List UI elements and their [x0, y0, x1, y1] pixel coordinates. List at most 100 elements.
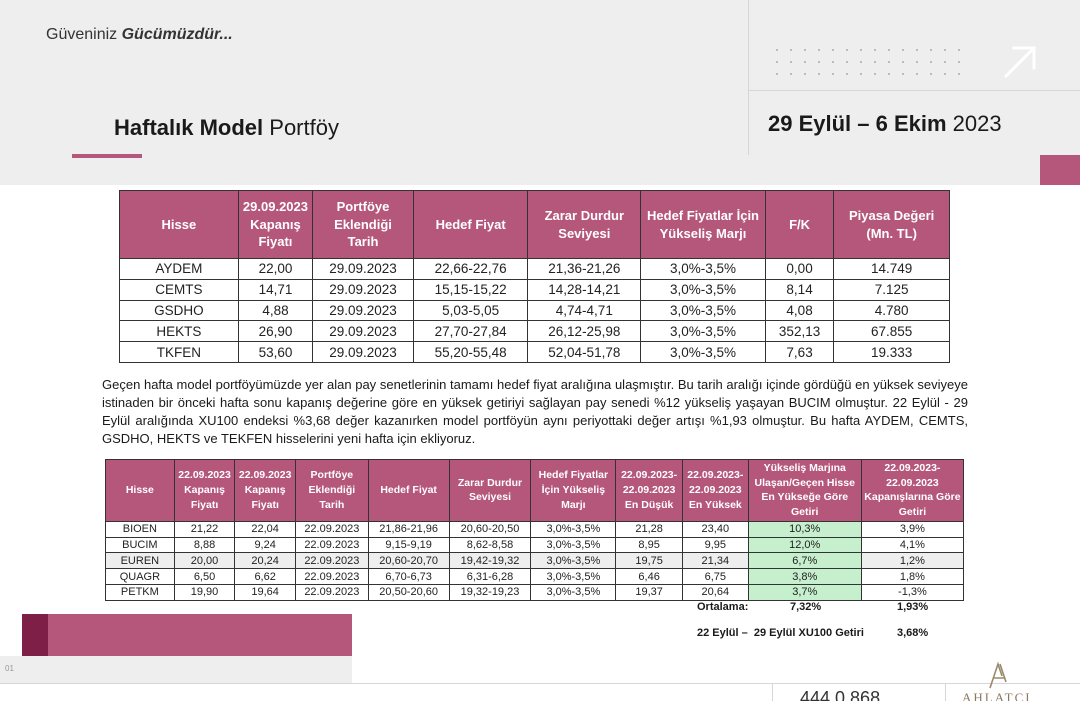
- table-cell: 1,8%: [860, 568, 965, 585]
- table-cell: PETKM: [105, 583, 175, 601]
- footer-divider: [0, 683, 1080, 684]
- table-cell: 21,28: [615, 520, 683, 538]
- col-header: Hisse: [119, 190, 239, 259]
- table-cell: 22,66-22,76: [412, 258, 529, 280]
- header-divider-horizontal: [749, 90, 1080, 91]
- col-header: Hedef Fiyatlar İçin Yükseliş Marjı: [640, 190, 766, 259]
- table-cell: 23,40: [681, 520, 749, 538]
- col-header: Portföye Eklendiği Tarih: [294, 459, 369, 522]
- table-row: BIOEN 21,22 22,04 22.09.2023 21,86-21,96…: [105, 520, 965, 538]
- table-cell: 9,15-9,19: [367, 536, 450, 554]
- footer-phone-number: 444 0 868: [800, 688, 881, 701]
- header-right-bottom-panel: [749, 91, 1080, 155]
- table-row: TKFEN 53,60 29.09.2023 55,20-55,48 52,04…: [119, 341, 950, 363]
- table-cell: 3,0%-3,5%: [530, 583, 617, 601]
- table-cell: 4,1%: [860, 536, 965, 554]
- table-cell: CEMTS: [119, 278, 239, 301]
- summary-paragraph: Geçen hafta model portföyümüzde yer alan…: [102, 377, 968, 446]
- table-cell: 22,04: [234, 520, 296, 538]
- table-cell: 55,20-55,48: [412, 341, 529, 363]
- logo-text: AHLATCI: [962, 690, 1032, 701]
- title-underline: [72, 154, 142, 158]
- table-cell: 21,22: [173, 520, 236, 538]
- table-cell: 29.09.2023: [312, 278, 414, 301]
- table-cell: BUCIM: [105, 536, 175, 554]
- table-cell: 8,95: [615, 536, 683, 554]
- footer-phone-box: [772, 684, 946, 701]
- col-header: Zarar Durdur Seviyesi: [448, 459, 532, 522]
- dot-pattern-decoration: [770, 44, 970, 78]
- table-cell: 19,32-19,23: [448, 583, 532, 601]
- col-header: 22.09.2023- 22.09.2023 En Düşük: [615, 459, 683, 522]
- table-cell: HEKTS: [119, 320, 239, 343]
- col-header: Hedef Fiyat: [412, 190, 529, 259]
- table-cell: 0,00: [764, 258, 835, 280]
- table-cell: 3,0%-3,5%: [530, 568, 617, 585]
- table-cell: 3,9%: [860, 520, 965, 538]
- average-label: Ortalama:: [697, 601, 749, 613]
- xu100-label: 22 Eylül – 29 Eylül XU100 Getiri: [697, 627, 864, 639]
- tagline: Güveniniz Gücümüzdür...: [46, 26, 233, 44]
- table-row: CEMTS 14,71 29.09.2023 15,15-15,22 14,28…: [119, 278, 950, 301]
- table-cell: 22.09.2023: [294, 552, 369, 570]
- table-cell: 4,74-4,71: [527, 299, 642, 322]
- table-cell: 3,0%-3,5%: [530, 552, 617, 570]
- table-cell: AYDEM: [119, 258, 239, 280]
- table-cell: EUREN: [105, 552, 175, 570]
- table-cell: 53,60: [237, 341, 314, 363]
- table-cell: 6,50: [173, 568, 236, 585]
- col-header: F/K: [764, 190, 835, 259]
- table-cell: 19,90: [173, 583, 236, 601]
- table-cell-highlight: 6,7%: [747, 552, 862, 570]
- table-row: HEKTS 26,90 29.09.2023 27,70-27,84 26,12…: [119, 320, 950, 343]
- table-cell: 3,0%-3,5%: [640, 341, 766, 363]
- header-divider-vertical: [748, 0, 749, 155]
- table-cell: 29.09.2023: [312, 341, 414, 363]
- table-cell: 19,42-19,32: [448, 552, 532, 570]
- table-cell-highlight: 12,0%: [747, 536, 862, 554]
- table-cell: 352,13: [764, 320, 835, 343]
- table-cell: 8,88: [173, 536, 236, 554]
- col-header: 22.09.2023 Kapanış Fiyatı: [173, 459, 236, 522]
- table-cell: QUAGR: [105, 568, 175, 585]
- col-header: 22.09.2023- 22.09.2023 En Yüksek: [681, 459, 749, 522]
- table-cell: 14,71: [237, 278, 314, 301]
- table-cell: 22,00: [237, 258, 314, 280]
- col-header: 22.09.2023 Kapanış Fiyatı: [234, 459, 296, 522]
- table-cell: 22.09.2023: [294, 520, 369, 538]
- table-cell: 9,24: [234, 536, 296, 554]
- table-cell: 22.09.2023: [294, 583, 369, 601]
- table-cell: -1,3%: [860, 583, 965, 601]
- table-cell: 3,0%-3,5%: [640, 320, 766, 343]
- table-cell: 21,86-21,96: [367, 520, 450, 538]
- table-header-row: Hisse 29.09.2023 Kapanış Fiyatı Portföye…: [119, 190, 950, 259]
- table-cell: 3,0%-3,5%: [640, 278, 766, 301]
- table-cell: 22.09.2023: [294, 536, 369, 554]
- table-cell: 20,50-20,60: [367, 583, 450, 601]
- table-cell: 19,64: [234, 583, 296, 601]
- footer-accent-dark: [22, 614, 48, 656]
- company-logo-icon: [989, 661, 1007, 689]
- table-cell: 21,36-21,26: [527, 258, 642, 280]
- table-cell: 6,46: [615, 568, 683, 585]
- table-cell: 21,34: [681, 552, 749, 570]
- average-close-value: 1,93%: [897, 601, 929, 613]
- col-header: Hedef Fiyat: [367, 459, 450, 522]
- col-header: 22.09.2023- 22.09.2023 Kapanışlarına Gör…: [860, 459, 965, 522]
- table-cell: 6,62: [234, 568, 296, 585]
- table-row: GSDHO 4,88 29.09.2023 5,03-5,05 4,74-4,7…: [119, 299, 950, 322]
- table-cell: 67.855: [833, 320, 950, 343]
- table-cell-highlight: 10,3%: [747, 520, 862, 538]
- table-cell: 29.09.2023: [312, 258, 414, 280]
- table-cell: 8,14: [764, 278, 835, 301]
- table-cell-highlight: 3,7%: [747, 583, 862, 601]
- table-cell: 15,15-15,22: [412, 278, 529, 301]
- date-range-bold: 29 Eylül – 6 Ekim: [768, 111, 947, 136]
- table-cell: 7.125: [833, 278, 950, 301]
- table-cell: 20,60-20,70: [367, 552, 450, 570]
- table-cell: 4,88: [237, 299, 314, 322]
- table-row: BUCIM 8,88 9,24 22.09.2023 9,15-9,19 8,6…: [105, 536, 965, 554]
- table-cell: 14.749: [833, 258, 950, 280]
- col-header: Yükseliş Marjına Ulaşan/Geçen Hisse En Y…: [747, 459, 862, 522]
- table-cell: 29.09.2023: [312, 320, 414, 343]
